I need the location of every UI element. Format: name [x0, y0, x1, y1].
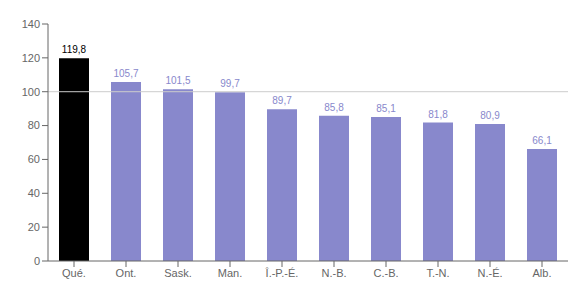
svg-text:85,1: 85,1: [376, 103, 396, 114]
svg-text:40: 40: [28, 187, 40, 199]
svg-text:105,7: 105,7: [113, 68, 138, 79]
svg-text:Sask.: Sask.: [164, 267, 192, 279]
svg-text:N.-B.: N.-B.: [321, 267, 346, 279]
svg-text:80: 80: [28, 119, 40, 131]
svg-text:66,1: 66,1: [532, 135, 552, 146]
svg-text:60: 60: [28, 153, 40, 165]
svg-text:89,7: 89,7: [272, 95, 292, 106]
svg-text:T.-N.: T.-N.: [426, 267, 449, 279]
svg-text:100: 100: [22, 86, 40, 98]
svg-text:119,8: 119,8: [62, 44, 87, 55]
svg-text:N.-É.: N.-É.: [477, 267, 502, 279]
svg-text:0: 0: [34, 255, 40, 267]
svg-text:120: 120: [22, 52, 40, 64]
svg-text:Î.-P.-É.: Î.-P.-É.: [265, 267, 299, 279]
svg-text:C.-B.: C.-B.: [373, 267, 398, 279]
svg-text:Ont.: Ont.: [116, 267, 137, 279]
svg-text:140: 140: [22, 18, 40, 30]
svg-text:Qué.: Qué.: [62, 267, 86, 279]
svg-text:85,8: 85,8: [324, 102, 344, 113]
svg-text:Alb.: Alb.: [533, 267, 552, 279]
svg-text:Man.: Man.: [218, 267, 242, 279]
svg-text:81,8: 81,8: [428, 109, 448, 120]
svg-text:99,7: 99,7: [220, 78, 240, 89]
svg-text:80,9: 80,9: [480, 110, 500, 121]
svg-text:101,5: 101,5: [165, 75, 190, 86]
svg-text:20: 20: [28, 221, 40, 233]
